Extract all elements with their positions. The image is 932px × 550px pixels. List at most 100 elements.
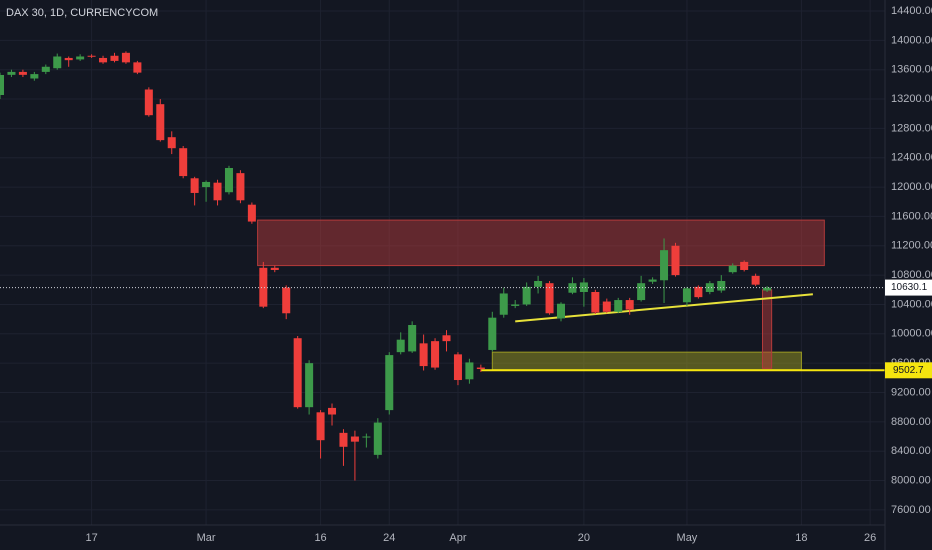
candle-body [18, 71, 27, 75]
candle-body [705, 283, 714, 292]
candle-body [522, 286, 531, 305]
zone [257, 219, 825, 267]
candle-body [339, 432, 348, 447]
y-tick-label: 13600.00 [891, 64, 932, 76]
candle-body [179, 148, 188, 177]
candle-body [30, 74, 39, 79]
hline-price-label: 9502.7 [893, 365, 924, 376]
candle-body [694, 286, 703, 298]
x-tick-label: 16 [314, 532, 326, 544]
candle-body [224, 168, 233, 193]
candle-body [740, 261, 749, 270]
candle-body [511, 304, 520, 306]
candle-body [373, 422, 382, 455]
candle-body [591, 291, 600, 313]
y-tick-label: 11600.00 [891, 210, 932, 222]
candle-body [545, 283, 554, 314]
candle-body [419, 343, 428, 367]
candle-body [431, 341, 440, 368]
x-tick-label: 24 [383, 532, 395, 544]
candle-body [556, 303, 566, 319]
y-tick-label: 8400.00 [891, 445, 931, 457]
x-tick-label: 20 [578, 532, 590, 544]
chart-title: DAX 30, 1D, CURRENCYCOM [6, 7, 158, 19]
candle-body [579, 282, 588, 292]
candle-body [0, 74, 5, 96]
candle-body [76, 56, 85, 60]
y-tick-label: 10400.00 [891, 298, 932, 310]
candle-body [293, 338, 302, 408]
candle-body [99, 57, 108, 63]
x-tick-label: 18 [795, 532, 807, 544]
candle-body [442, 335, 451, 342]
candle-body [236, 173, 245, 201]
candle-body [602, 301, 611, 312]
candle-body [499, 293, 508, 315]
candle-body [763, 287, 772, 291]
candle-body [167, 137, 176, 149]
candle-body [396, 339, 405, 353]
candle-body [316, 412, 325, 441]
candle-body [64, 57, 73, 61]
candle-body [625, 300, 634, 310]
candle-body [660, 250, 669, 281]
candle-body [156, 104, 165, 141]
candle-body [488, 317, 497, 350]
y-tick-label: 9200.00 [891, 386, 931, 398]
candle-body [110, 55, 119, 61]
candle-body [534, 280, 543, 287]
last-price-label: 10630.1 [891, 282, 928, 293]
candle-body [465, 362, 474, 380]
x-tick-label: 17 [85, 532, 97, 544]
candle-body [408, 325, 417, 352]
y-tick-label: 11200.00 [891, 240, 932, 252]
candle-body [682, 288, 691, 303]
candle-body [362, 436, 371, 438]
y-tick-label: 14000.00 [891, 34, 932, 46]
candle-body [133, 62, 142, 73]
last-price-box [885, 279, 932, 296]
zone [491, 351, 802, 371]
candle-body [453, 354, 462, 381]
candle-body [648, 279, 657, 282]
candle-body [717, 280, 726, 291]
candle-body [476, 367, 485, 370]
y-tick-label: 10800.00 [891, 269, 932, 281]
candle-body [568, 283, 577, 293]
y-tick-label: 12400.00 [891, 152, 932, 164]
y-tick-label: 8800.00 [891, 416, 931, 428]
candle-body [328, 407, 337, 415]
candle-body [270, 267, 279, 270]
candle-body [87, 55, 96, 57]
candle-body [144, 89, 153, 116]
y-tick-label: 14400.00 [891, 5, 932, 17]
plot [0, 0, 885, 525]
candle-body [202, 181, 211, 188]
candle-body [671, 245, 680, 276]
candle-body [282, 287, 291, 314]
x-tick-label: Mar [197, 532, 216, 544]
candle-body [213, 182, 222, 201]
zone [761, 289, 773, 369]
candle-body [190, 178, 199, 193]
candle-body [751, 275, 760, 285]
candle-body [385, 355, 394, 411]
candle-body [637, 283, 646, 301]
y-tick-label: 12000.00 [891, 181, 932, 193]
candle-body [728, 265, 737, 273]
candle-body [247, 204, 256, 222]
candle-body [121, 52, 130, 63]
y-tick-label: 12800.00 [891, 122, 932, 134]
candle-body [41, 66, 50, 72]
x-tick-label: Apr [449, 532, 466, 544]
y-tick-label: 8000.00 [891, 474, 931, 486]
y-tick-label: 7600.00 [891, 504, 931, 516]
candle-body [259, 267, 268, 307]
candle-body [350, 436, 359, 442]
hline-price-box [885, 362, 932, 379]
candle-body [614, 300, 623, 312]
y-tick-label: 13200.00 [891, 93, 932, 105]
x-tick-label: 26 [864, 532, 876, 544]
candle-body [7, 71, 16, 75]
